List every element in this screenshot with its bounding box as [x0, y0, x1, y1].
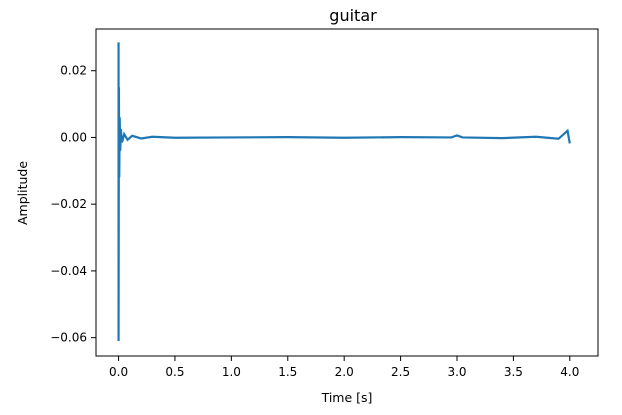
y-tick-label: 0.02 — [60, 64, 87, 78]
plot-area-frame — [95, 28, 599, 357]
y-tick-label: 0.00 — [60, 130, 87, 144]
series-line-waveform — [117, 42, 571, 341]
x-tick-label: 0.0 — [109, 365, 128, 379]
x-axis-ticks: 0.0 0.5 1.0 1.5 2.0 2.5 3.0 3.5 4.0 — [109, 356, 579, 379]
x-tick-label: 2.5 — [391, 365, 410, 379]
x-tick-label: 0.5 — [165, 365, 184, 379]
x-tick-label: 3.5 — [504, 365, 523, 379]
x-tick-label: 2.0 — [335, 365, 354, 379]
x-tick-label: 1.0 — [222, 365, 241, 379]
chart-title: guitar — [329, 6, 377, 25]
x-tick-label: 1.5 — [278, 365, 297, 379]
y-tick-label: −0.06 — [50, 331, 87, 345]
y-axis-label: Amplitude — [15, 161, 30, 225]
x-tick-label: 4.0 — [560, 365, 579, 379]
y-axis-ticks: 0.02 0.00 −0.02 −0.04 −0.06 — [50, 64, 96, 345]
x-axis-label: Time [s] — [321, 390, 373, 405]
y-tick-label: −0.02 — [50, 197, 87, 211]
x-tick-label: 3.0 — [447, 365, 466, 379]
y-tick-label: −0.04 — [50, 264, 87, 278]
